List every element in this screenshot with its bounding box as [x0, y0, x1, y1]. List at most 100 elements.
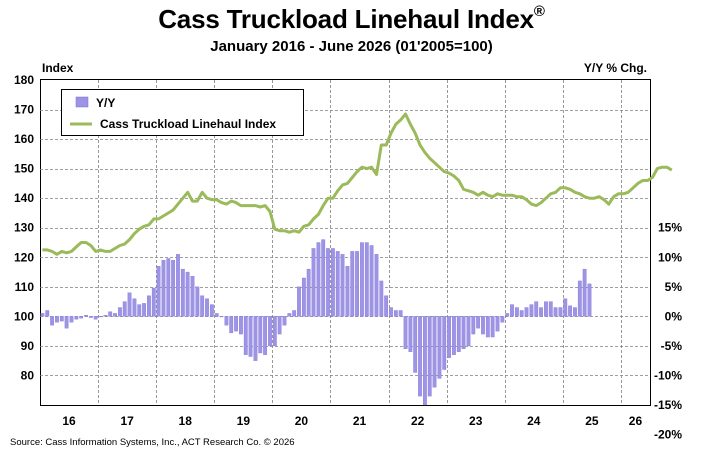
yy-bar [335, 251, 340, 317]
x-tick-label: 18 [179, 414, 193, 428]
right-axis-title: Y/Y % Chg. [583, 61, 647, 75]
yy-bar [69, 316, 74, 323]
yy-bar [214, 313, 219, 317]
yy-bar [200, 295, 205, 317]
yy-bar [408, 316, 413, 352]
legend-box [61, 89, 304, 136]
yy-bar [505, 313, 510, 317]
left-tick-label: 160 [14, 132, 34, 146]
yy-bar [432, 316, 437, 388]
right-tick-label: 15% [658, 221, 682, 235]
yy-bar [437, 316, 442, 379]
yy-bar [384, 295, 389, 317]
legend-index-label: Cass Truckload Linehaul Index [100, 117, 276, 131]
gridlines [40, 80, 650, 405]
legend: Y/Y Cass Truckload Linehaul Index [61, 89, 304, 136]
right-tick-label: -5% [661, 339, 683, 353]
yy-bar [544, 301, 548, 317]
yy-bar [50, 316, 54, 326]
yy-bar [563, 298, 568, 317]
x-tick-label: 21 [353, 414, 367, 428]
yy-bar [413, 316, 418, 373]
yy-bar [137, 304, 142, 317]
x-tick-label: 26 [629, 414, 643, 428]
yy-bar [553, 307, 558, 317]
yy-bar [185, 271, 190, 317]
source-note: Source: Cass Information Systems, Inc., … [10, 437, 295, 448]
yy-bar [301, 277, 306, 317]
x-tick-label: 25 [585, 414, 599, 428]
yy-bar [292, 310, 297, 317]
yy-bar [481, 316, 485, 335]
left-tick-label: 150 [14, 162, 34, 176]
yy-bar [364, 242, 369, 317]
yy-bar [427, 316, 432, 397]
yy-bar [55, 316, 59, 323]
yy-bar [166, 258, 171, 317]
yy-bar [548, 301, 553, 317]
yy-bar [219, 316, 224, 318]
right-tick-label: 10% [658, 250, 682, 264]
yy-bar [485, 316, 490, 338]
yy-bar [466, 316, 471, 347]
yy-bar [132, 298, 137, 317]
left-tick-label: 100 [14, 309, 34, 323]
yy-bar [568, 305, 573, 317]
yy-bar [476, 316, 481, 329]
yy-bar [122, 301, 127, 317]
yy-bar [171, 260, 176, 317]
left-tick-label: 120 [14, 250, 34, 264]
yy-bar [422, 316, 427, 406]
left-axis-title: Index [42, 61, 74, 75]
x-tick-label: 19 [237, 414, 251, 428]
yy-bar [519, 310, 524, 317]
yy-bar [224, 316, 229, 326]
yy-bar [461, 316, 466, 350]
yy-bar [287, 313, 292, 317]
yy-bar [393, 310, 398, 317]
x-tick-label: 16 [62, 414, 76, 428]
yy-bar [253, 316, 258, 361]
yy-bar [272, 316, 277, 347]
yy-bar [447, 316, 451, 358]
x-tick-label: 23 [469, 414, 483, 428]
yy-bar [577, 280, 582, 317]
yy-bar [40, 313, 45, 317]
yy-bar [243, 316, 248, 355]
left-tick-label: 140 [14, 191, 34, 205]
yy-bar [205, 298, 209, 317]
yy-bar [587, 283, 592, 317]
legend-yy-label: Y/Y [96, 96, 115, 110]
yy-bar [64, 316, 69, 329]
x-axis-ticks: 16 17 18 19 20 21 22 23 24 25 26 [62, 414, 642, 428]
yy-bar [369, 245, 374, 317]
yy-bar [452, 316, 456, 355]
right-tick-label: -15% [654, 398, 682, 412]
right-axis-ticks: 15% 10% 5% 0% -5% -10% -15% -20% [654, 221, 682, 442]
yy-bar [350, 251, 355, 317]
yy-bar [340, 254, 345, 317]
yy-bar [113, 313, 117, 317]
yy-bar [514, 307, 519, 317]
yy-bar [59, 316, 64, 322]
yy-bars [40, 239, 592, 406]
right-tick-label: 5% [665, 280, 683, 294]
yy-bar [277, 316, 282, 335]
yy-bar [500, 316, 505, 323]
x-tick-label: 17 [120, 414, 134, 428]
yy-bar [311, 248, 316, 317]
x-tick-label: 22 [411, 414, 425, 428]
yy-bar [282, 316, 287, 326]
right-tick-label: -20% [654, 428, 682, 442]
yy-bar [490, 316, 495, 338]
yy-bar [79, 316, 84, 319]
yy-bar [398, 310, 403, 317]
left-tick-label: 170 [14, 103, 34, 117]
yy-bar [190, 276, 195, 317]
yy-bar [582, 268, 587, 317]
yy-bar [558, 307, 563, 317]
yy-bar [108, 311, 113, 317]
yy-bar [93, 316, 98, 320]
legend-yy-swatch [75, 96, 89, 108]
yy-bar [360, 242, 364, 317]
